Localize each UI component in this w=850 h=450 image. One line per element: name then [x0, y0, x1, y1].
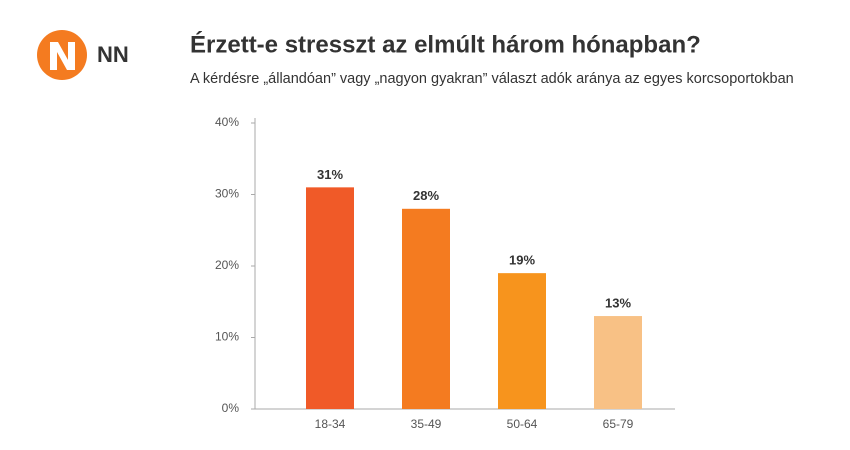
logo-mark	[50, 42, 75, 70]
bar	[402, 208, 450, 409]
bar	[594, 316, 642, 409]
x-tick-label: 65-79	[603, 417, 634, 431]
chart-title: Érzett-e stresszt az elmúlt három hónapb…	[190, 30, 701, 58]
y-tick-label: 30%	[215, 187, 239, 201]
x-tick-label: 18-34	[315, 417, 346, 431]
x-tick-label: 35-49	[411, 417, 442, 431]
bar-value-label: 13%	[605, 295, 631, 310]
y-tick-label: 20%	[215, 258, 239, 272]
y-tick-label: 10%	[215, 330, 239, 344]
y-tick-label: 0%	[222, 401, 240, 415]
bar-value-label: 28%	[413, 188, 439, 203]
bar-value-label: 31%	[317, 167, 343, 182]
bar-value-label: 19%	[509, 253, 535, 268]
bar	[498, 273, 546, 409]
x-tick-label: 50-64	[507, 417, 538, 431]
bar	[306, 187, 354, 409]
y-tick-label: 40%	[215, 115, 239, 129]
chart-subtitle: A kérdésre „állandóan” vagy „nagyon gyak…	[190, 71, 794, 87]
logo: NN	[37, 30, 129, 80]
logo-text: NN	[97, 42, 129, 67]
